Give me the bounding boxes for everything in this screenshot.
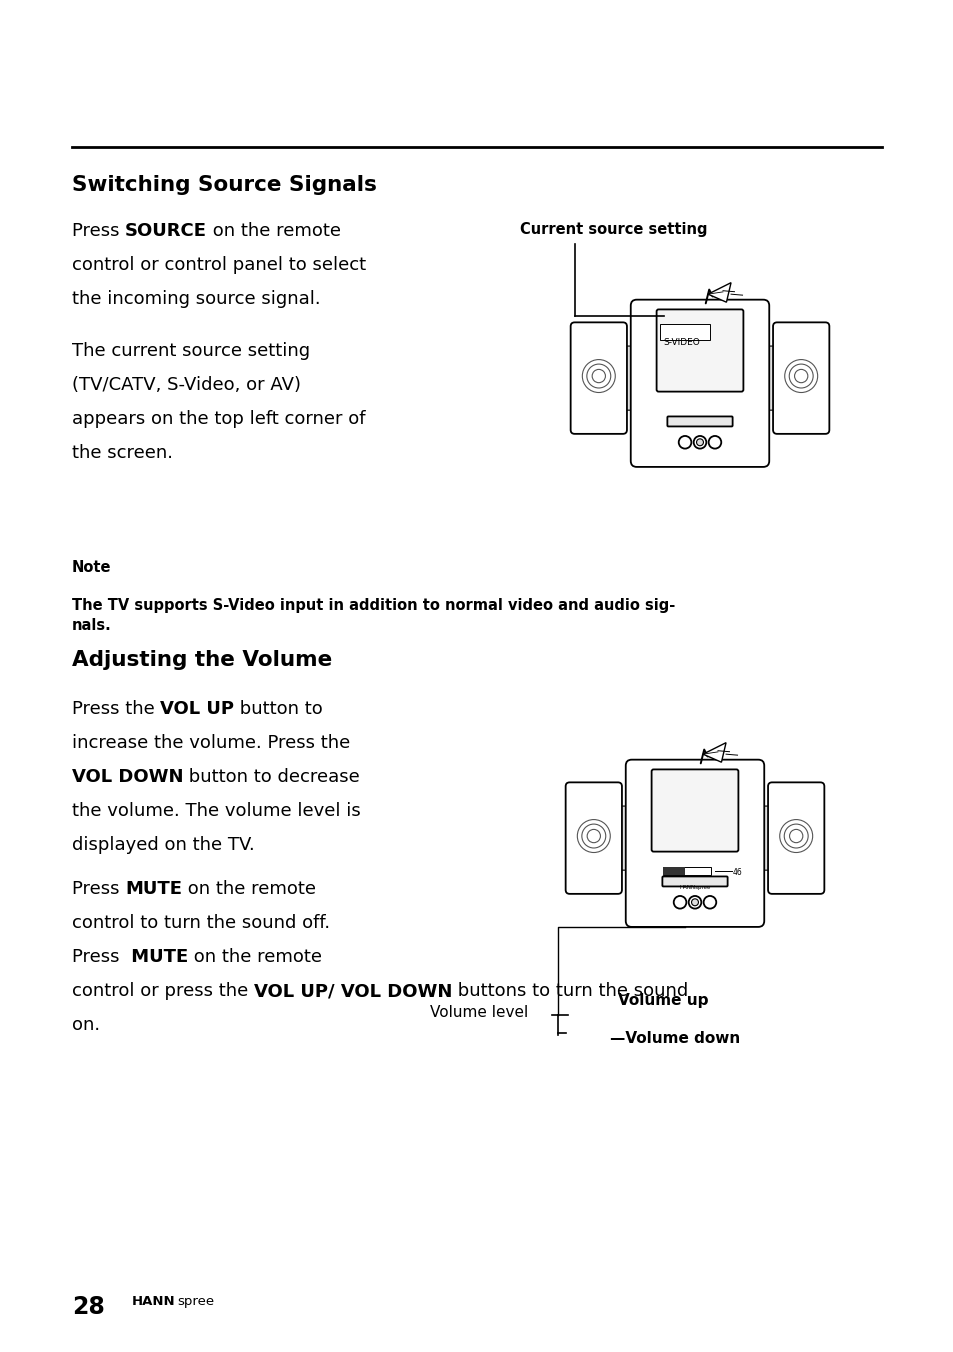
Polygon shape xyxy=(707,283,730,303)
FancyBboxPatch shape xyxy=(667,416,732,426)
Circle shape xyxy=(688,896,700,909)
Text: (TV/CATV, S-Video, or AV): (TV/CATV, S-Video, or AV) xyxy=(71,376,301,393)
Text: 28: 28 xyxy=(71,1295,105,1320)
FancyBboxPatch shape xyxy=(625,760,763,927)
Circle shape xyxy=(673,896,685,909)
Text: control or press the: control or press the xyxy=(71,982,253,1000)
Bar xyxy=(662,867,684,875)
Circle shape xyxy=(696,439,702,446)
Text: control to turn the sound off.: control to turn the sound off. xyxy=(71,914,330,932)
FancyBboxPatch shape xyxy=(761,346,779,410)
Circle shape xyxy=(678,435,691,449)
Text: MUTE: MUTE xyxy=(125,948,189,965)
Text: buttons to turn the sound: buttons to turn the sound xyxy=(452,982,688,1000)
Circle shape xyxy=(708,435,720,449)
Text: The TV supports S-Video input in addition to normal video and audio sig-: The TV supports S-Video input in additio… xyxy=(71,598,675,612)
Text: the screen.: the screen. xyxy=(71,443,172,462)
FancyBboxPatch shape xyxy=(767,783,823,894)
Text: Volume level: Volume level xyxy=(430,1005,528,1019)
Text: VOL DOWN: VOL DOWN xyxy=(71,768,183,786)
Text: control or control panel to select: control or control panel to select xyxy=(71,256,366,274)
Circle shape xyxy=(703,896,716,909)
FancyBboxPatch shape xyxy=(661,876,727,887)
Text: MUTE: MUTE xyxy=(125,880,182,898)
Text: Current source setting: Current source setting xyxy=(519,222,707,237)
Text: button to decrease: button to decrease xyxy=(183,768,360,786)
FancyBboxPatch shape xyxy=(630,300,768,466)
Text: Press: Press xyxy=(71,880,125,898)
Text: Press: Press xyxy=(71,948,125,965)
Text: appears on the top left corner of: appears on the top left corner of xyxy=(71,410,365,429)
FancyBboxPatch shape xyxy=(570,322,626,434)
Text: on the remote: on the remote xyxy=(189,948,322,965)
FancyBboxPatch shape xyxy=(656,310,742,392)
Text: Press: Press xyxy=(71,222,125,241)
FancyBboxPatch shape xyxy=(651,769,738,852)
Text: on the remote: on the remote xyxy=(182,880,315,898)
Text: on the remote: on the remote xyxy=(207,222,341,241)
FancyBboxPatch shape xyxy=(621,346,639,410)
Text: on.: on. xyxy=(71,1015,100,1034)
Text: 46: 46 xyxy=(732,868,741,876)
Text: —Volume down: —Volume down xyxy=(609,1032,740,1046)
FancyBboxPatch shape xyxy=(617,806,633,871)
Text: increase the volume. Press the: increase the volume. Press the xyxy=(71,734,350,752)
Text: S-VIDEO: S-VIDEO xyxy=(663,338,700,347)
Circle shape xyxy=(693,435,705,449)
Text: nals.: nals. xyxy=(71,618,112,633)
Text: SOURCE: SOURCE xyxy=(125,222,207,241)
Text: Adjusting the Volume: Adjusting the Volume xyxy=(71,650,332,671)
Text: the volume. The volume level is: the volume. The volume level is xyxy=(71,802,360,821)
FancyBboxPatch shape xyxy=(772,322,828,434)
Text: HANNspree: HANNspree xyxy=(679,884,710,890)
Text: VOL UP/ VOL DOWN: VOL UP/ VOL DOWN xyxy=(253,982,452,1000)
Text: The current source setting: The current source setting xyxy=(71,342,310,360)
Circle shape xyxy=(691,899,698,906)
Text: displayed on the TV.: displayed on the TV. xyxy=(71,836,254,854)
Text: VOL UP: VOL UP xyxy=(160,700,234,718)
Text: Press the: Press the xyxy=(71,700,160,718)
FancyBboxPatch shape xyxy=(659,324,709,341)
Text: spree: spree xyxy=(177,1295,213,1307)
FancyBboxPatch shape xyxy=(565,783,621,894)
Text: Note: Note xyxy=(71,560,112,575)
FancyBboxPatch shape xyxy=(757,806,774,871)
Text: Switching Source Signals: Switching Source Signals xyxy=(71,174,376,195)
Text: HANN: HANN xyxy=(132,1295,175,1307)
Text: Volume up: Volume up xyxy=(618,992,708,1009)
Text: the incoming source signal.: the incoming source signal. xyxy=(71,289,320,308)
Polygon shape xyxy=(702,742,725,763)
Text: button to: button to xyxy=(234,700,323,718)
Bar xyxy=(662,867,710,875)
